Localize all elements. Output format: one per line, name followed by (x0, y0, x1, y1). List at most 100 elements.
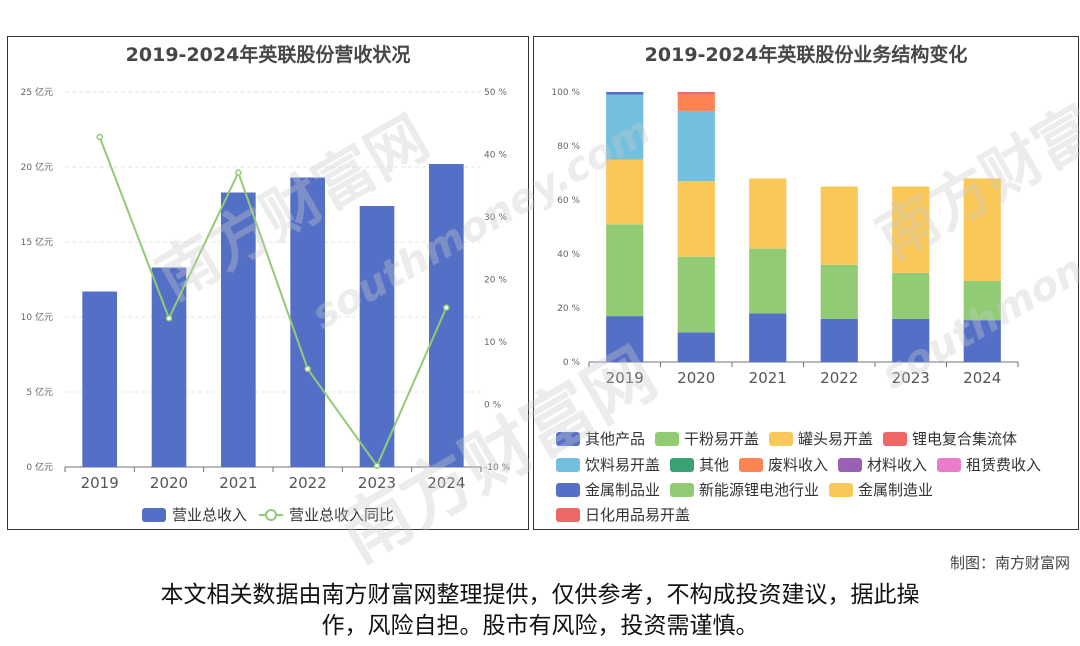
stacked-bar-segment (677, 110, 715, 182)
y-right-tick-label: 40 % (484, 151, 507, 161)
yoy-point (373, 462, 381, 469)
stacked-bar-segment (892, 318, 930, 362)
x-tick-label: 2024 (963, 369, 1001, 387)
x-tick-label: 2023 (358, 474, 396, 492)
y-left-tick-label: 25 亿元 (21, 86, 53, 98)
legend-label: 罐头易开盖 (798, 430, 873, 448)
revenue-bar (82, 291, 117, 467)
y-left-tick-label: 0 亿元 (26, 461, 53, 473)
y-tick-label: 100 % (551, 88, 580, 98)
legend-swatch-revenue (142, 508, 166, 522)
y-tick-label: 40 % (557, 250, 580, 260)
revenue-chart: 2019-2024年英联股份营收状况 0 亿元 5 亿元 10 亿元 15 亿元 20 亿… (21, 43, 511, 524)
revenue-bar (151, 267, 187, 467)
stacked-bar-segment (677, 181, 715, 257)
legend-swatch (556, 483, 580, 497)
revenue-bar (359, 206, 395, 467)
legend-label: 锂电复合集流体 (912, 430, 1017, 448)
stacked-bar-segment (606, 92, 644, 95)
legend-label: 其他 (699, 456, 729, 474)
yoy-point (96, 133, 103, 141)
legend-swatch (883, 432, 907, 446)
legend-label: 租赁费收入 (966, 456, 1041, 474)
legend-label: 新能源锂电池行业 (699, 481, 819, 499)
y-right-tick-label: 50 % (484, 88, 507, 98)
chart-credit: 制图：南方财富网 (949, 554, 1070, 572)
legend-label: 饮料易开盖 (585, 456, 660, 474)
x-tick-label: 2020 (150, 474, 188, 492)
stacked-bar-segment (749, 178, 787, 249)
x-tick-label: 2020 (677, 369, 715, 387)
y-right-tick-label: 10 % (484, 338, 507, 348)
stacked-bar-segment (606, 224, 644, 317)
y-right-tick-label: -10 % (484, 463, 511, 473)
stacked-bar-segment (820, 186, 858, 265)
yoy-point (304, 365, 311, 373)
legend-label: 其他产品 (585, 430, 645, 448)
x-tick-label: 2023 (892, 369, 930, 387)
stacked-bar-segment (892, 272, 930, 319)
legend-swatch (739, 458, 763, 472)
y-right-tick-label: 20 % (484, 276, 507, 286)
x-tick-label: 2019 (81, 474, 119, 492)
y-left-tick-label: 10 亿元 (21, 311, 53, 323)
legend-label: 金属制品业 (585, 481, 660, 499)
stacked-bar-segment (677, 94, 715, 111)
y-tick-label: 60 % (557, 196, 580, 206)
legend-swatch (769, 432, 793, 446)
legend-swatch (556, 508, 580, 522)
legend-label: 干粉易开盖 (684, 430, 759, 448)
y-right-tick-label: 0 % (484, 401, 502, 411)
x-tick-label: 2021 (219, 474, 257, 492)
stacked-bar-segment (963, 281, 1001, 321)
yoy-point (165, 315, 173, 322)
stacked-bar-segment (892, 186, 930, 273)
legend-label: 材料收入 (867, 456, 927, 474)
x-tick-label: 2019 (606, 369, 644, 387)
legend-swatch (670, 483, 694, 497)
legend-marker-yoy (265, 509, 277, 521)
y-left-tick-label: 20 亿元 (21, 161, 53, 173)
stacked-bar-segment (677, 92, 715, 95)
yoy-line (98, 136, 448, 468)
chart-title: 2019-2024年英联股份营收状况 (126, 43, 411, 66)
stacked-bar-segment (606, 159, 644, 225)
stacked-bar-segment (963, 178, 1001, 281)
y-right-tick-label: 30 % (484, 213, 507, 223)
disclaimer-line-2: 作，风险自担。股市有风险，投资需谨慎。 (321, 613, 759, 639)
x-tick-label: 2024 (427, 474, 465, 492)
yoy-point (235, 169, 242, 176)
business-structure-chart-panel: 2019-2024年英联股份业务结构变化 0 % 20 % 40 % 60 % 80 % 1… (533, 36, 1079, 530)
stacked-bar-segment (749, 248, 787, 314)
disclaimer: 本文相关数据由南方财富网整理提供，仅供参考，不构成投资建议，据此操 作，风险自担… (0, 580, 1080, 642)
y-left-tick-label: 5 亿元 (26, 386, 53, 398)
legend-label: 日化用品易开盖 (585, 506, 690, 524)
x-tick-label: 2022 (820, 369, 858, 387)
yoy-point (443, 304, 450, 311)
revenue-bar (290, 177, 325, 467)
y-tick-label: 80 % (557, 142, 580, 152)
y-tick-label: 0 % (563, 358, 581, 368)
stacked-bar-segment (749, 313, 787, 362)
legend-swatch (670, 458, 694, 472)
business-structure-chart: 2019-2024年英联股份业务结构变化 0 % 20 % 40 % 60 % 80 % 1… (551, 43, 1041, 524)
revenue-chart-panel: 2019-2024年英联股份营收状况 0 亿元 5 亿元 10 亿元 15 亿元 20 亿… (7, 36, 529, 530)
legend-swatch (838, 458, 862, 472)
legend-label: 金属制造业 (858, 481, 933, 499)
revenue-bar (429, 164, 464, 467)
y-tick-label: 20 % (557, 304, 580, 314)
revenue-bar (221, 192, 256, 467)
legend-swatch (655, 432, 679, 446)
stacked-bar-segment (963, 320, 1001, 362)
stacked-bar-segment (606, 316, 644, 362)
legend-swatch (556, 432, 580, 446)
stacked-bar-segment (820, 264, 858, 319)
stacked-bar-segment (677, 332, 715, 362)
legend-swatch (937, 458, 961, 472)
stacked-bar-segment (606, 94, 644, 160)
chart-title: 2019-2024年英联股份业务结构变化 (645, 43, 968, 66)
x-tick-label: 2022 (289, 474, 327, 492)
stacked-bar-segment (820, 318, 858, 362)
legend-swatch (829, 483, 853, 497)
disclaimer-line-1: 本文相关数据由南方财富网整理提供，仅供参考，不构成投资建议，据此操 (160, 582, 920, 608)
